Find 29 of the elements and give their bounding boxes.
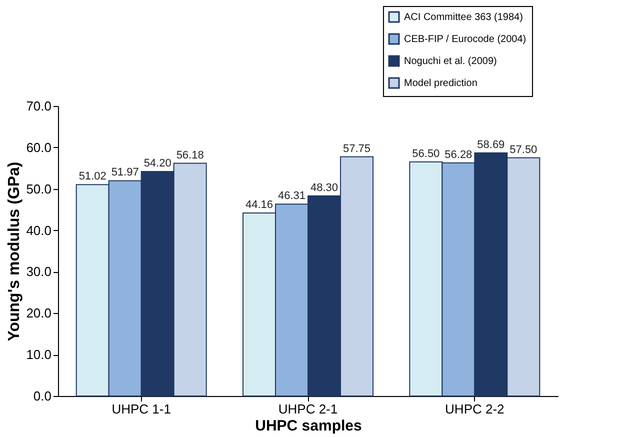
y-tick-label: 0.0 [33, 388, 52, 404]
legend-label: CEB-FIP / Eurocode (2004) [404, 34, 526, 45]
data-label: 51.02 [78, 170, 106, 183]
legend-label: ACI Committee 363 (1984) [404, 12, 523, 23]
data-label: 57.50 [510, 144, 538, 156]
data-label: 57.75 [342, 142, 371, 155]
legend-label: Noguchi et al. (2009) [404, 56, 497, 67]
x-tick-label: UHPC 2-2 [445, 402, 504, 416]
data-label: 56.50 [412, 148, 440, 160]
data-label: 56.18 [176, 149, 204, 162]
y-tick-label: 30.0 [26, 264, 52, 280]
data-label: 46.31 [278, 190, 306, 202]
y-tick-label: 50.0 [26, 181, 52, 196]
x-tick-label: UHPC 1-1 [112, 402, 171, 416]
y-tick-label: 10.0 [26, 347, 52, 362]
x-tick-label: UHPC 2-1 [278, 402, 338, 416]
data-label: 54.20 [144, 157, 172, 170]
data-label: 44.16 [245, 199, 274, 212]
y-axis-title: Young's modulus (GPa) [6, 162, 24, 342]
y-tick-label: 60.0 [26, 140, 52, 155]
y-tick-label: 20.0 [26, 306, 52, 321]
y-tick-label: 40.0 [26, 222, 52, 238]
legend-label: Model prediction [404, 78, 478, 89]
x-axis-title: UHPC samples [255, 418, 362, 434]
data-label: 58.69 [477, 138, 505, 151]
y-tick-label: 70.0 [26, 98, 52, 114]
data-label: 48.30 [310, 182, 338, 194]
data-label: 51.97 [111, 166, 139, 179]
data-label: 56.28 [444, 148, 472, 161]
